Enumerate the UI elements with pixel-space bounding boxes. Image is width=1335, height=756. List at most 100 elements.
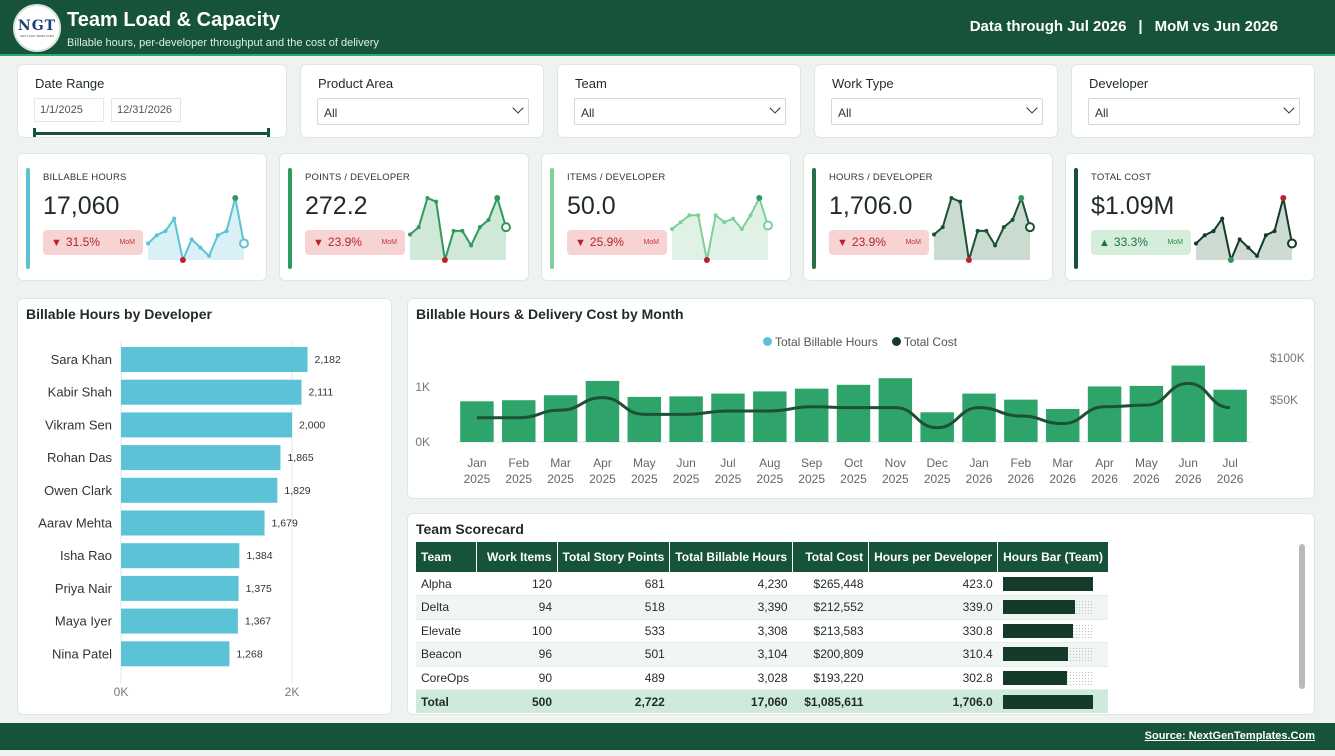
- legend-item-cost[interactable]: Total Cost: [891, 335, 957, 349]
- column-header[interactable]: Total Cost: [792, 542, 870, 572]
- developer-bar[interactable]: [121, 412, 292, 438]
- column-header[interactable]: Work Items: [476, 542, 558, 572]
- sparkline-point: [1010, 217, 1015, 222]
- monthly-hours-bar[interactable]: [1213, 389, 1247, 442]
- cell-items: 100: [476, 619, 557, 643]
- sparkline-point: [434, 199, 439, 204]
- column-header[interactable]: Hours Bar (Team): [997, 542, 1109, 572]
- table-row[interactable]: CoreOps 90 489 3,028 $193,220 302.8: [416, 666, 1109, 690]
- x-tick-month: Mar: [550, 456, 571, 470]
- monthly-hours-bar[interactable]: [1045, 409, 1080, 442]
- developer-bar[interactable]: [121, 477, 278, 503]
- x-tick-month: Feb: [508, 456, 529, 470]
- x-tick-year: 2025: [798, 472, 825, 486]
- date-range-start-handle[interactable]: [33, 128, 36, 137]
- monthly-hours-bar[interactable]: [1004, 399, 1038, 442]
- kpi-accent-bar: [26, 168, 30, 269]
- monthly-hours-bar[interactable]: [1087, 386, 1122, 442]
- total-row[interactable]: Total 500 2,722 17,060 $1,085,611 1,706.0: [416, 689, 1109, 713]
- logo-text: NGT: [17, 18, 57, 34]
- kpi-label: POINTS / DEVELOPER: [305, 172, 410, 183]
- monthly-hours-bar[interactable]: [836, 384, 871, 442]
- sparkline-point: [224, 229, 229, 234]
- developer-hours-title: Billable Hours by Developer: [26, 306, 212, 322]
- x-tick-year: 2025: [715, 472, 742, 486]
- column-header[interactable]: Team: [416, 542, 477, 572]
- x-tick-year: 2025: [589, 472, 616, 486]
- scorecard-scrollbar[interactable]: [1299, 544, 1305, 689]
- developer-bar[interactable]: [121, 543, 240, 569]
- monthly-hours-bar[interactable]: [502, 400, 536, 442]
- sparkline-point: [1220, 216, 1225, 221]
- sparkline-point: [425, 196, 430, 200]
- hours-bar-track: [1002, 576, 1093, 591]
- column-header[interactable]: Total Story Points: [557, 542, 671, 572]
- sparkline-point: [763, 220, 773, 231]
- sparkline-point: [965, 257, 972, 263]
- developer-value-label: 1,829: [284, 485, 310, 497]
- developer-dropdown[interactable]: All: [1088, 98, 1300, 125]
- sparkline-point: [678, 220, 683, 225]
- cell-team: CoreOps: [416, 666, 476, 690]
- developer-bar[interactable]: [121, 641, 230, 667]
- x-tick-year: 2025: [756, 472, 783, 486]
- y-left-tick-label: 1K: [415, 380, 430, 394]
- sparkline-point: [469, 243, 474, 248]
- date-end-input[interactable]: 12/31/2026: [111, 98, 181, 122]
- cell-items: 90: [476, 666, 557, 690]
- sparkline-point: [408, 232, 412, 237]
- monthly-hours-bar[interactable]: [753, 391, 787, 442]
- sparkline-area: [1196, 198, 1292, 260]
- developer-bar[interactable]: [121, 379, 302, 405]
- date-start-input[interactable]: 1/1/2025: [34, 98, 104, 122]
- monthly-hours-bar[interactable]: [543, 395, 578, 442]
- kpi-change-value: 23.9%: [327, 235, 362, 249]
- sparkline-point: [441, 257, 448, 263]
- sparkline-point: [993, 243, 998, 248]
- cell-hours-bar: [997, 572, 1109, 596]
- kpi-card-2: ITEMS / DEVELOPER 50.0 ▼ 25.9% MoM: [541, 153, 791, 281]
- date-range-track[interactable]: [34, 132, 269, 135]
- developer-value-label: 1,865: [287, 452, 313, 464]
- monthly-hours-bar[interactable]: [627, 396, 662, 442]
- sparkline-point: [975, 228, 980, 233]
- logo-subtext: NEXT GEN TEMPLATES: [20, 34, 54, 38]
- developer-bar[interactable]: [121, 347, 308, 372]
- sparkline-point: [198, 245, 203, 250]
- table-row[interactable]: Elevate 100 533 3,308 $213,583 330.8: [416, 619, 1109, 643]
- developer-bar[interactable]: [121, 608, 238, 634]
- cell-cost: $213,583: [792, 619, 869, 643]
- developer-name-label: Sara Khan: [51, 352, 112, 367]
- table-row[interactable]: Beacon 96 501 3,104 $200,809 310.4: [416, 642, 1109, 667]
- monthly-hours-bar[interactable]: [794, 388, 829, 442]
- table-row[interactable]: Delta 94 518 3,390 $212,552 339.0: [416, 595, 1109, 620]
- monthly-hours-bar[interactable]: [585, 380, 620, 442]
- monthly-hours-bar[interactable]: [711, 393, 745, 442]
- developer-bar[interactable]: [121, 445, 281, 471]
- column-header[interactable]: Total Billable Hours: [669, 542, 794, 572]
- work-type-value: All: [838, 106, 852, 120]
- work-type-dropdown[interactable]: All: [831, 98, 1043, 125]
- developer-bar[interactable]: [121, 510, 265, 536]
- column-header[interactable]: Hours per Developer: [868, 542, 999, 572]
- developer-name-label: Rohan Das: [47, 450, 113, 465]
- monthly-hours-bar[interactable]: [1129, 385, 1164, 442]
- page-subtitle: Billable hours, per-developer throughput…: [67, 37, 379, 49]
- monthly-hours-bar[interactable]: [460, 401, 494, 442]
- product-area-dropdown[interactable]: All: [317, 98, 529, 125]
- developer-bar[interactable]: [121, 575, 239, 601]
- team-dropdown[interactable]: All: [574, 98, 786, 125]
- monthly-hours-bar[interactable]: [1171, 365, 1205, 442]
- monthly-hours-bar[interactable]: [962, 393, 996, 442]
- source-link[interactable]: Source: NextGenTemplates.Com: [1144, 730, 1315, 742]
- sparkline-line: [933, 194, 1031, 261]
- monthly-hours-bar[interactable]: [669, 396, 703, 442]
- sparkline-point: [958, 199, 963, 204]
- date-range-end-handle[interactable]: [267, 128, 270, 137]
- y-right-tick-label: $100K: [1270, 351, 1305, 365]
- legend-item-hours[interactable]: Total Billable Hours: [763, 335, 878, 349]
- table-row[interactable]: Alpha 120 681 4,230 $265,448 423.0: [416, 572, 1109, 596]
- hours-bar-track: [1002, 600, 1093, 615]
- developer-label: Developer: [1089, 76, 1149, 91]
- cell-hpd: 310.4: [868, 642, 998, 667]
